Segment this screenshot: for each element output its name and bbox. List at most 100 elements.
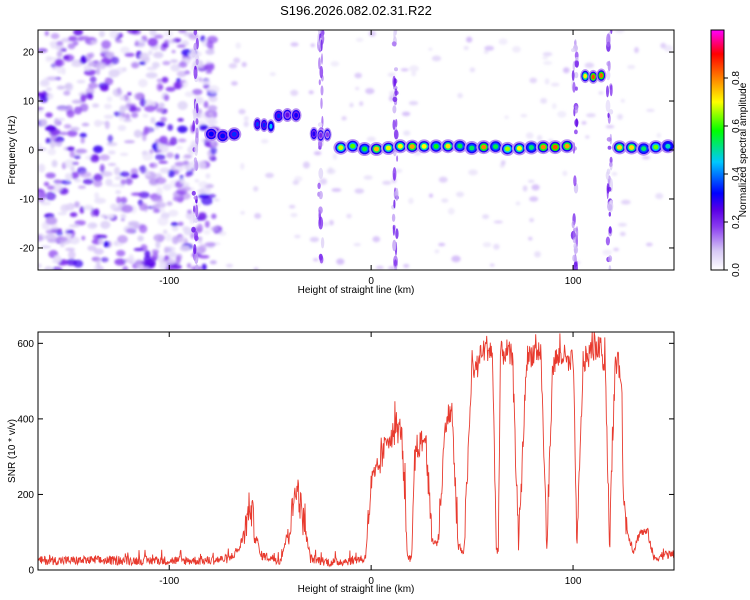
noise-blob	[67, 43, 76, 50]
streak-blob	[575, 226, 579, 240]
noise-blob	[107, 134, 114, 144]
noise-blob	[44, 234, 57, 241]
noise-blob	[81, 122, 90, 127]
noise-blob	[71, 171, 79, 180]
noise-blob	[167, 38, 176, 44]
noise-blob	[143, 259, 156, 268]
noise-blob	[173, 81, 184, 90]
noise-blob	[330, 61, 340, 67]
noise-blob	[363, 175, 373, 180]
streak-blob	[605, 99, 611, 112]
x-tick-label: 100	[565, 576, 582, 587]
streak-blob	[321, 53, 323, 65]
noise-blob	[38, 110, 44, 114]
streak-blob	[193, 108, 197, 122]
noise-blob	[552, 103, 557, 110]
noise-blob	[152, 142, 159, 151]
noise-blob	[627, 64, 636, 70]
noise-blob	[65, 247, 76, 252]
noise-blob	[165, 233, 173, 242]
streak-blob	[605, 236, 611, 246]
y-tick-label: 200	[17, 490, 34, 501]
noise-blob	[168, 169, 175, 178]
noise-blob	[634, 47, 639, 54]
noise-blob	[44, 266, 53, 270]
streak-blob	[395, 228, 399, 240]
x-tick-label: 100	[565, 276, 582, 287]
noise-blob	[104, 77, 114, 86]
noise-blob	[88, 82, 99, 89]
noise-blob	[138, 78, 148, 88]
streak-blob	[573, 243, 577, 249]
noise-blob	[655, 193, 664, 200]
streak-blob	[191, 226, 196, 233]
noise-blob	[401, 111, 411, 117]
ridge-blob	[350, 143, 356, 149]
noise-blob	[61, 67, 66, 75]
streak-blob	[608, 265, 612, 270]
ridge-blob	[385, 145, 391, 151]
noise-blob	[139, 202, 147, 211]
streak-blob	[608, 204, 613, 211]
noise-blob	[203, 229, 211, 235]
streak-blob	[606, 137, 612, 142]
noise-blob	[520, 114, 528, 118]
noise-blob	[56, 236, 68, 243]
noise-blob	[64, 83, 72, 90]
noise-blob	[66, 233, 72, 238]
noise-blob	[179, 245, 191, 252]
streak-blob	[574, 105, 579, 114]
streak-blob	[317, 122, 323, 127]
noise-blob	[198, 244, 207, 253]
noise-blob	[201, 263, 207, 270]
ridge-blob	[325, 132, 329, 138]
streak-blob	[574, 129, 578, 135]
noise-blob	[92, 103, 100, 108]
noise-blob	[68, 35, 78, 42]
noise-blob	[141, 56, 150, 62]
noise-blob	[38, 192, 47, 199]
noise-blob	[211, 213, 217, 220]
streak-blob	[574, 71, 579, 79]
noise-blob	[584, 62, 595, 69]
y-tick-label: 0	[28, 146, 34, 157]
noise-blob	[71, 61, 82, 68]
noise-blob	[105, 178, 113, 187]
noise-blob	[38, 263, 42, 269]
noise-blob	[166, 201, 173, 206]
noise-blob	[179, 178, 185, 184]
streak-blob	[608, 255, 613, 263]
noise-blob	[95, 67, 101, 76]
streak-blob	[394, 88, 398, 97]
streak-blob	[392, 96, 398, 102]
noise-blob	[123, 118, 132, 123]
ridge-blob	[469, 145, 475, 151]
noise-blob	[366, 136, 376, 142]
streak-blob	[317, 182, 321, 189]
noise-blob	[106, 214, 115, 219]
ridge-blob	[294, 112, 298, 118]
spectrogram-noise-layer	[38, 30, 673, 270]
streak-blob	[195, 204, 199, 218]
ridge-blob	[421, 144, 427, 149]
noise-blob	[154, 125, 159, 131]
noise-blob	[51, 266, 63, 270]
noise-blob	[114, 166, 120, 176]
noise-blob	[174, 161, 185, 167]
noise-blob	[260, 139, 269, 144]
ridge-blob	[591, 74, 595, 80]
noise-blob	[400, 68, 409, 72]
noise-blob	[38, 143, 42, 147]
noise-blob	[59, 131, 69, 136]
noise-blob	[50, 141, 55, 150]
ridge-blob	[262, 122, 266, 128]
noise-blob	[100, 220, 111, 229]
noise-blob	[184, 173, 191, 177]
snr-x-ticks: -100 0 100	[159, 332, 582, 587]
noise-blob	[135, 258, 142, 268]
noise-blob	[68, 224, 80, 228]
streak-blob	[393, 172, 396, 181]
x-tick-label: -100	[159, 276, 179, 287]
ridge-blob	[255, 121, 259, 127]
noise-blob	[66, 258, 77, 266]
